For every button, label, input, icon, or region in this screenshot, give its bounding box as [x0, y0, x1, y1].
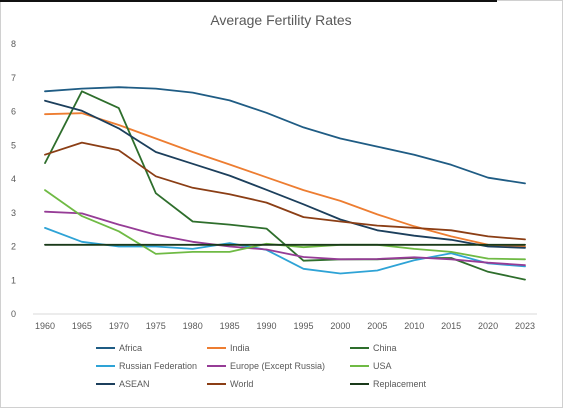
y-tick-label: 0 — [11, 309, 16, 319]
x-tick-label: 2000 — [330, 321, 350, 331]
legend-label: Europe (Except Russia) — [230, 361, 325, 371]
x-tick-label: 1975 — [146, 321, 166, 331]
series-line-africa — [44, 86, 526, 185]
series-line-europe-except-russia — [44, 210, 526, 267]
x-tick-label: 2023 — [515, 321, 535, 331]
y-tick-label: 7 — [11, 73, 16, 83]
series-line-russian-federation — [44, 226, 526, 275]
x-tick-label: 2015 — [441, 321, 461, 331]
legend-item-usa: USA — [350, 361, 392, 371]
series-line-world — [44, 141, 526, 241]
x-axis-ticks: 1960 1965 1970 1975 1980 1985 1990 1995 2000 2005… — [35, 321, 535, 331]
x-tick-label: 2020 — [478, 321, 498, 331]
legend-item-europe-except-russia: Europe (Except Russia) — [207, 361, 325, 371]
x-tick-label: 1990 — [257, 321, 277, 331]
legend-label: USA — [373, 361, 392, 371]
y-tick-label: 2 — [11, 242, 16, 252]
y-tick-label: 6 — [11, 107, 16, 117]
legend-item-replacement: Replacement — [350, 379, 427, 389]
top-divider — [0, 0, 497, 2]
series-line-asean — [44, 99, 526, 249]
legend-label: World — [230, 379, 253, 389]
legend-label: Africa — [119, 343, 142, 353]
x-tick-label: 1995 — [293, 321, 313, 331]
legend-label: Russian Federation — [119, 361, 197, 371]
legend-label: China — [373, 343, 397, 353]
legend-item-india: India — [207, 343, 250, 353]
legend-item-africa: Africa — [96, 343, 142, 353]
y-tick-label: 5 — [11, 140, 16, 150]
legend-item-russian-federation: Russian Federation — [96, 361, 197, 371]
series-line-india — [44, 112, 526, 248]
legend-label: ASEAN — [119, 379, 150, 389]
x-tick-label: 2005 — [367, 321, 387, 331]
y-tick-label: 1 — [11, 275, 16, 285]
legend-item-world: World — [207, 379, 253, 389]
y-axis-ticks: 0 1 2 3 4 5 6 7 8 — [11, 39, 16, 319]
x-tick-label: 1965 — [72, 321, 92, 331]
x-tick-label: 1980 — [183, 321, 203, 331]
y-tick-label: 8 — [11, 39, 16, 49]
y-tick-label: 4 — [11, 174, 16, 184]
series-lines — [44, 86, 526, 281]
x-tick-label: 1985 — [220, 321, 240, 331]
x-tick-label: 1970 — [109, 321, 129, 331]
legend-label: Replacement — [373, 379, 427, 389]
legend-label: India — [230, 343, 250, 353]
legend-item-asean: ASEAN — [96, 379, 150, 389]
x-tick-label: 1960 — [35, 321, 55, 331]
x-tick-label: 2010 — [404, 321, 424, 331]
legend-item-china: China — [350, 343, 397, 353]
legend: Africa India China Russian Federation Europe… — [96, 343, 427, 389]
y-tick-label: 3 — [11, 208, 16, 218]
chart-title: Average Fertility Rates — [210, 12, 351, 28]
